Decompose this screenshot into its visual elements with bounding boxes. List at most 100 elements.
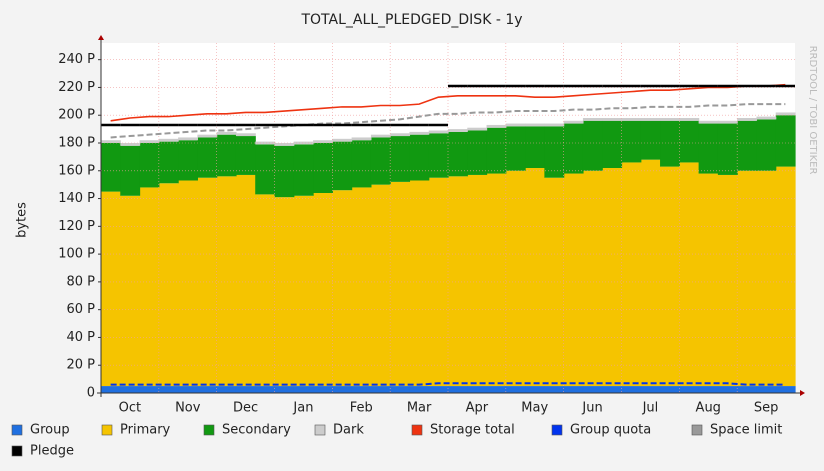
area-segment — [235, 174, 256, 387]
area-segment — [101, 191, 121, 387]
area-segment — [467, 130, 488, 175]
area-segment — [640, 120, 661, 160]
area-segment — [390, 136, 411, 182]
area-segment — [390, 386, 411, 393]
area-segment — [428, 386, 449, 393]
area-segment — [428, 177, 449, 387]
area-segment — [332, 386, 353, 393]
area-segment — [737, 120, 758, 171]
area-segment — [216, 134, 237, 177]
area-segment — [582, 170, 603, 387]
legend-swatch — [11, 445, 23, 457]
area-segment — [717, 120, 738, 124]
area-segment — [101, 143, 121, 192]
area-segment — [756, 170, 777, 387]
area-segment — [370, 386, 391, 393]
area-segment — [235, 386, 256, 393]
legend-label: Pledge — [30, 444, 74, 459]
legend-label: Primary — [120, 423, 171, 438]
area-segment — [139, 187, 160, 387]
area-segment — [255, 386, 276, 393]
area-segment — [563, 386, 584, 393]
area-segment — [216, 176, 237, 387]
area-segment — [621, 162, 642, 387]
watermark: RRDTOOL / TOBI OETIKER — [807, 46, 818, 175]
legend-swatch — [203, 424, 215, 436]
legend-label: Group — [30, 423, 70, 438]
area-segment — [602, 386, 623, 393]
x-tick-label: Oct — [119, 401, 141, 416]
area-segment — [293, 386, 314, 393]
area-segment — [139, 386, 160, 393]
area-segment — [293, 144, 314, 196]
area-segment — [409, 131, 430, 135]
area-segment — [178, 140, 198, 181]
area-segment — [313, 386, 333, 393]
area-segment — [197, 177, 218, 387]
area-segment — [698, 386, 719, 393]
area-segment — [255, 141, 276, 145]
area-segment — [178, 137, 198, 141]
area-segment — [255, 144, 276, 195]
x-tick-label: Jun — [581, 401, 602, 416]
area-segment — [525, 123, 545, 127]
area-segment — [505, 123, 526, 127]
area-segment — [563, 120, 584, 124]
area-segment — [660, 118, 680, 121]
y-tick-label: 180 P — [58, 136, 95, 151]
area-segment — [737, 170, 758, 387]
x-tick-label: Dec — [233, 401, 258, 416]
area-segment — [428, 133, 449, 178]
area-segment — [120, 145, 141, 196]
area-segment — [505, 126, 526, 171]
y-tick-label: 80 P — [66, 274, 95, 289]
y-tick-label: 60 P — [66, 302, 95, 317]
legend-label: Storage total — [430, 423, 515, 438]
area-segment — [216, 131, 237, 135]
x-tick-label: Jan — [292, 401, 313, 416]
area-segment — [679, 386, 700, 393]
area-segment — [582, 386, 603, 393]
area-segment — [158, 386, 179, 393]
y-tick-label: 220 P — [58, 80, 95, 95]
area-segment — [737, 118, 758, 121]
area-segment — [351, 140, 372, 188]
legend-swatch — [691, 424, 703, 436]
area-segment — [158, 183, 179, 387]
legend-swatch — [101, 424, 113, 436]
area-segment — [544, 386, 565, 393]
area-segment — [505, 386, 526, 393]
area-segment — [120, 143, 141, 146]
legend-swatch — [551, 424, 563, 436]
area-segment — [467, 127, 488, 131]
x-tick-label: Aug — [696, 401, 721, 416]
area-segment — [660, 386, 680, 393]
area-segment — [717, 123, 738, 175]
y-tick-label: 200 P — [58, 108, 95, 123]
area-segment — [679, 118, 700, 121]
area-segment — [332, 138, 353, 142]
area-segment — [235, 136, 256, 175]
area-segment — [775, 112, 796, 116]
area-segment — [274, 386, 295, 393]
area-segment — [370, 184, 391, 387]
area-segment — [717, 386, 738, 393]
legend-label: Group quota — [570, 423, 651, 438]
x-tick-label: Mar — [407, 401, 432, 416]
area-segment — [467, 386, 488, 393]
area-segment — [467, 174, 488, 387]
area-segment — [332, 190, 353, 387]
area-segment — [602, 120, 623, 168]
area-segment — [679, 162, 700, 387]
area-segment — [351, 137, 372, 141]
y-tick-label: 160 P — [58, 163, 95, 178]
legend-swatch — [411, 424, 423, 436]
area-segment — [563, 123, 584, 174]
area-segment — [660, 120, 680, 167]
area-segment — [775, 386, 796, 393]
area-segment — [332, 141, 353, 191]
area-segment — [274, 145, 295, 198]
legend-label: Space limit — [710, 423, 782, 438]
area-segment — [101, 386, 121, 393]
